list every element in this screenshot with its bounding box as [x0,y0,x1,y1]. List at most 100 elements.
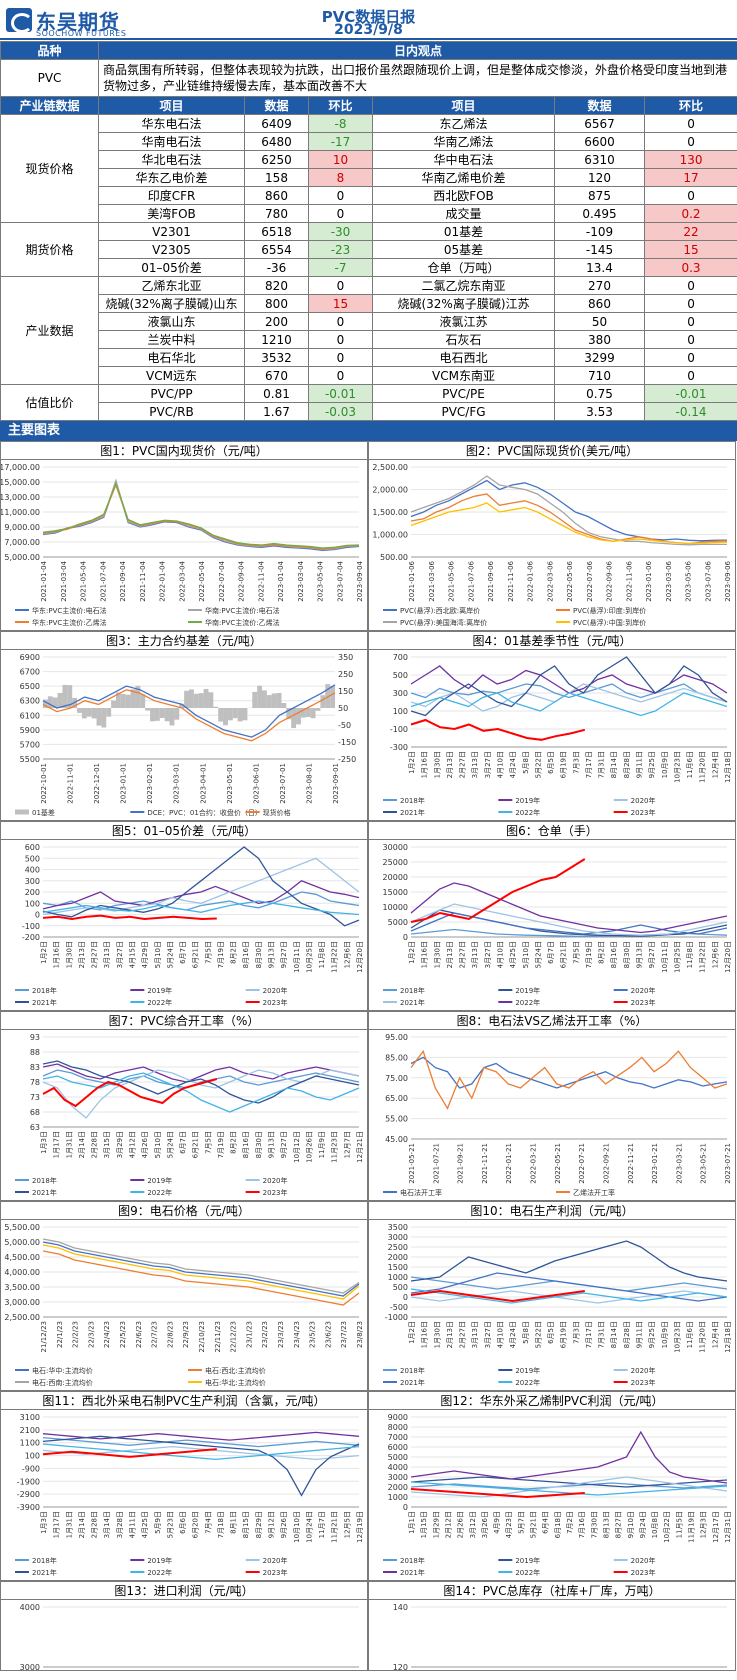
x-tick-label: 3月15日 [103,1131,111,1158]
table-row: 估值比价 PVC/PP 0.81 -0.01 PVC/PE 0.75 -0.01 [0,384,737,421]
legend-label: 2023年 [263,1188,288,1197]
x-tick-label: 2023-03-21 [675,1143,683,1184]
x-tick-label: 6月5日 [547,751,555,774]
series-line [410,1289,585,1303]
y-tick-label: 3000 [388,1473,408,1482]
item-value: 380 [554,330,645,349]
x-tick-label: 5月21日 [530,1511,538,1538]
chart-title: 图12：华东外采乙烯制PVC利润（元/吨） [369,1392,735,1410]
legend-label: 2019年 [515,1556,540,1565]
item-value: 800 [244,294,309,313]
x-tick-label: 7月4日 [204,1511,212,1534]
x-tick-label: 9月12日 [268,1511,276,1538]
x-tick-label: 8月30日 [255,941,263,968]
item-value: 120 [554,168,645,187]
item-name: 烧碱(32%离子膜碱)江苏 [372,294,555,313]
item-value: 6409 [244,114,309,133]
y-tick-label: 1,000.00 [372,531,408,540]
x-tick-label: 2月13日 [446,1321,454,1348]
series-line [42,689,336,742]
series-line [410,475,727,546]
basis-bar [169,708,175,726]
x-tick-label: 11月22日 [699,941,707,973]
x-tick-label: 9月25日 [648,1321,656,1348]
basis-bar [252,691,258,708]
y-tick-label: 700 [393,653,408,662]
table-row: 华东乙电价差 158 8 华南乙烯电价差 120 17 [1,168,737,187]
x-tick-label: 2021-11-06 [507,560,515,601]
x-tick-label: 1月1日 [408,1511,416,1534]
chart-title: 图9：电石价格（元/吨） [1,1202,367,1220]
item-change: 0 [643,312,737,331]
x-tick-label: 2021-09-04 [119,560,127,601]
series-line [42,479,360,551]
y-tick-label: 1100 [20,1439,40,1448]
x-tick-label: 1月15日 [420,1511,428,1538]
basis-bar [237,708,243,722]
y-tick-label: 600 [25,843,40,852]
item-value: -145 [554,240,645,259]
x-tick-label: 5月7日 [517,1511,525,1534]
item-change: 0 [643,348,737,367]
x-tick-label: 5月10日 [154,941,162,968]
y-tick-label: 83 [30,1063,40,1072]
x-tick-label: 8月28日 [623,751,631,778]
basis-bar [179,703,185,708]
legend-label: 2022年 [147,1188,172,1197]
item-change: -17 [308,132,373,151]
item-value: 0.495 [554,204,645,223]
legend-label: 2021年 [400,808,425,817]
y-tick-label: -200 [22,933,40,942]
series-line [42,880,360,910]
basis-bar [232,708,238,719]
series-line [42,1244,360,1300]
legend-label: 2023年 [263,1568,288,1577]
legend-label: 华东:PVC主流价:乙烯法 [32,618,107,627]
y-tick-label: 6100 [20,711,40,720]
y-tick-label: 13,000.00 [1,493,40,502]
x-tick-label: 12月18日 [724,751,732,783]
x-tick-label: 5月10日 [522,941,530,968]
y-tick-label: 300 [393,689,408,698]
chart-svg: 3500300025002000150010005000-500-10001月2… [383,1223,732,1387]
legend-label: 2018年 [400,1366,425,1375]
y-tick-label: 6300 [20,697,40,706]
legend-label: 2022年 [147,1568,172,1577]
basis-bar [47,696,53,708]
x-tick-label: 11月21日 [331,1511,339,1543]
x-tick-label: 8月30日 [255,1131,263,1158]
y-tick-label: 100 [393,707,408,716]
y-tick-label: 15000 [383,888,408,897]
x-tick-label: 2023-05-06 [685,560,693,601]
legend-label: 2018年 [32,1176,57,1185]
x-tick-label: 1月16日 [53,941,61,968]
x-tick-label: 3月28日 [116,1511,124,1538]
legend-label: 2020年 [631,796,656,805]
x-tick-label: 8月16日 [242,941,250,968]
series-line [42,1238,360,1294]
y-tick-label: 4000 [388,1463,408,1472]
y-tick-label: 6900 [20,653,40,662]
basis-bar [150,708,155,722]
x-tick-label: 4月10日 [496,941,504,968]
basis-bar [310,708,316,719]
table-header-cell: 环比 [308,96,373,115]
item-change: 130 [643,150,737,169]
item-change: 0 [643,132,737,151]
table-header-cell: 数据 [554,96,645,115]
x-tick-label: 12月21日 [356,1131,364,1163]
y-tick-label: 2500 [388,1243,408,1252]
basis-bar [135,685,141,708]
data-table: 品种 日内观点 PVC 商品氛围有所转弱，但整体表现较为抗跌，出口报价虽然跟随现价上调… [0,41,737,421]
legend-label: 2020年 [631,1366,656,1375]
x-tick-label: 22/5/23 [119,1321,127,1348]
x-tick-label: 5月24日 [166,1131,174,1158]
legend-label: 01基差 [32,808,55,817]
table-row: 兰炭中料 1210 0 石灰石 380 0 [1,330,737,349]
y-tick-label: 8000 [388,1423,408,1432]
series-line [410,683,728,703]
item-value: 200 [244,312,309,331]
x-tick-label: 1月31日 [65,1131,73,1158]
y-tick-label: 10000 [383,903,408,912]
x-tick-label: 10月10日 [293,1511,301,1543]
